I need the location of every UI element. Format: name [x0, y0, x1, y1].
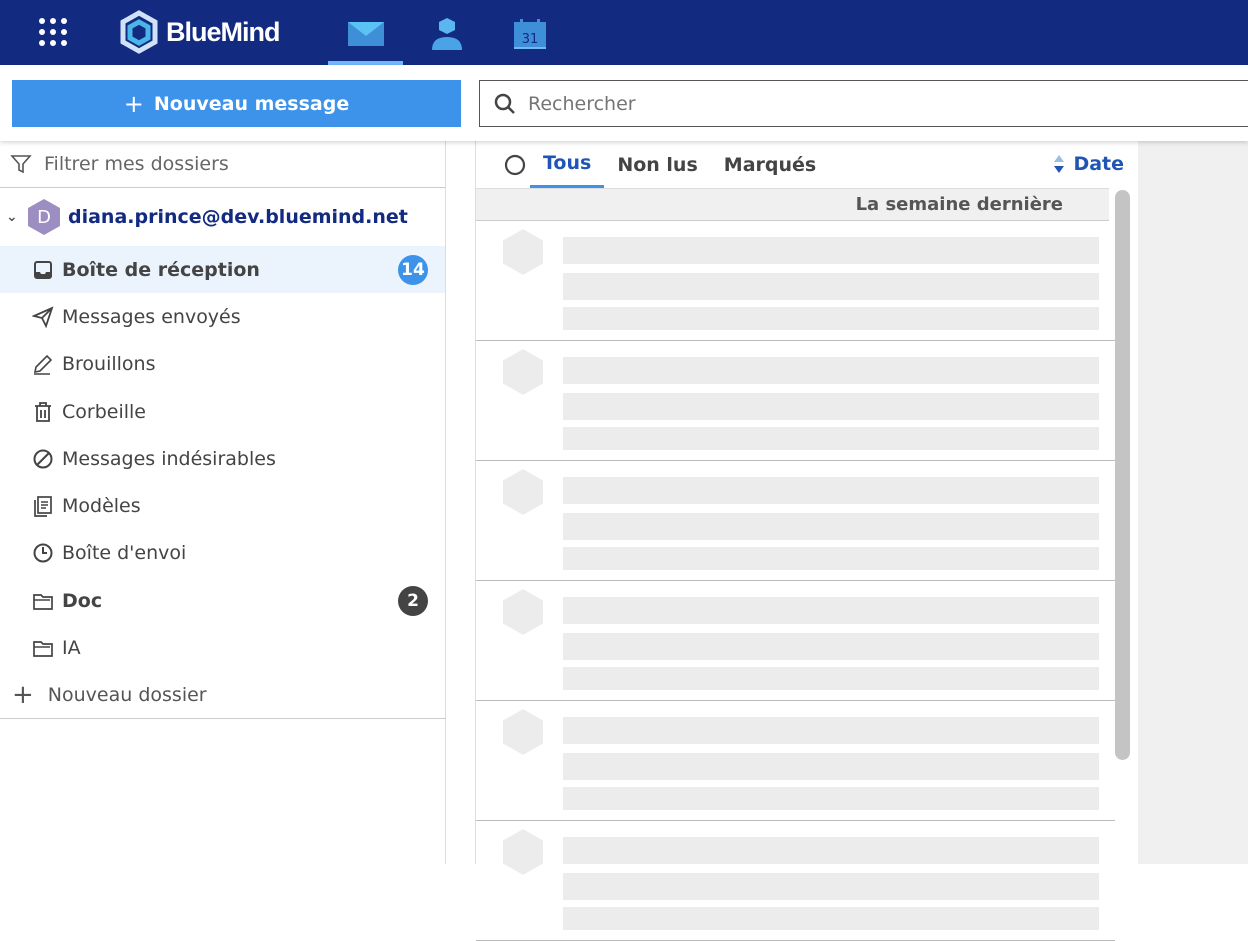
line-placeholder	[563, 873, 1099, 900]
folder-item[interactable]: Messages indésirables	[0, 435, 445, 482]
folder-label: Messages indésirables	[62, 447, 276, 470]
line-placeholder	[563, 357, 1099, 384]
line-placeholder	[563, 753, 1099, 780]
line-placeholder	[563, 717, 1099, 744]
contacts-icon[interactable]	[431, 18, 463, 50]
toolbar: + Nouveau message	[0, 65, 1248, 141]
chevron-down-icon[interactable]: ⌄	[6, 209, 18, 225]
line-placeholder	[563, 513, 1099, 540]
message-placeholder	[476, 461, 1115, 581]
folder-label: Boîte d'envoi	[62, 542, 187, 565]
line-placeholder	[563, 307, 1099, 330]
plus-icon: +	[12, 679, 34, 710]
send-icon	[32, 306, 54, 328]
inbox-icon	[34, 260, 52, 279]
sort-button[interactable]: Date	[1053, 153, 1124, 175]
line-placeholder	[563, 237, 1099, 264]
sort-icon	[1054, 155, 1065, 173]
line-placeholder	[563, 633, 1099, 660]
folder-icon	[33, 641, 53, 657]
message-placeholder	[476, 821, 1115, 941]
reading-pane	[1138, 141, 1248, 864]
avatar-placeholder	[503, 229, 543, 275]
line-placeholder	[563, 477, 1099, 504]
message-placeholder	[476, 581, 1115, 701]
folder-label: Modèles	[62, 495, 141, 518]
folder-item[interactable]: Boîte de réception 14	[0, 246, 445, 294]
new-message-button[interactable]: + Nouveau message	[12, 80, 461, 127]
clock-icon	[33, 543, 53, 563]
line-placeholder	[563, 273, 1099, 300]
message-placeholder	[476, 341, 1115, 461]
account-row[interactable]: ⌄ D diana.prince@dev.bluemind.net	[0, 188, 445, 246]
select-all-checkbox[interactable]	[504, 154, 526, 176]
message-list: Tous Non lus Marqués Date La semaine der…	[475, 141, 1138, 941]
date-group-header: La semaine dernière	[476, 188, 1109, 221]
line-placeholder	[563, 837, 1099, 864]
plus-icon: +	[123, 89, 144, 118]
trash-icon	[35, 401, 51, 422]
calendar-icon[interactable]: 31	[514, 19, 546, 49]
list-filter-tabs: Tous Non lus Marqués Date	[476, 141, 1138, 188]
search-box[interactable]	[479, 80, 1248, 127]
line-placeholder	[563, 907, 1099, 930]
line-placeholder	[563, 597, 1099, 624]
avatar-placeholder	[503, 589, 543, 635]
scrollbar[interactable]	[1115, 190, 1130, 760]
line-placeholder	[563, 787, 1099, 810]
avatar-placeholder	[503, 349, 543, 395]
avatar-placeholder	[503, 709, 543, 755]
avatar-placeholder	[503, 829, 543, 875]
unread-badge: 2	[398, 586, 428, 617]
active-tab-indicator	[328, 61, 403, 65]
folder-label: IA	[62, 637, 81, 660]
folder-label: Boîte de réception	[62, 258, 260, 281]
folder-icon	[33, 593, 53, 610]
folder-item[interactable]: Brouillons	[0, 341, 445, 388]
folder-label: Messages envoyés	[62, 305, 241, 328]
search-input[interactable]	[528, 92, 1128, 115]
line-placeholder	[563, 547, 1099, 570]
svg-text:31: 31	[522, 32, 539, 47]
filter-icon	[10, 155, 32, 174]
app-mail-tab[interactable]	[328, 0, 403, 65]
tab-unread[interactable]: Non lus	[617, 153, 698, 176]
folder-item[interactable]: Messages envoyés	[0, 293, 445, 340]
folder-label: Corbeille	[62, 400, 146, 423]
folder-filter[interactable]: Filtrer mes dossiers	[0, 141, 445, 188]
template-icon	[34, 496, 52, 517]
folder-item[interactable]: Boîte d'envoi	[0, 530, 445, 577]
folder-item[interactable]: Modèles	[0, 482, 445, 529]
line-placeholder	[563, 393, 1099, 420]
avatar: D	[28, 199, 60, 235]
pencil-icon	[33, 355, 53, 376]
bluemind-logo-icon	[120, 10, 158, 54]
tab-flagged[interactable]: Marqués	[723, 153, 817, 176]
folder-sidebar: Filtrer mes dossiers ⌄ D diana.prince@de…	[0, 141, 446, 864]
app-grid-icon[interactable]	[39, 18, 67, 46]
mail-icon	[348, 22, 384, 46]
folder-item[interactable]: Doc 2	[0, 577, 445, 624]
top-bar: BlueMind 31	[0, 0, 1248, 65]
folder-label: Brouillons	[62, 353, 156, 376]
search-icon	[494, 93, 515, 114]
unread-badge: 14	[398, 255, 428, 285]
line-placeholder	[563, 667, 1099, 690]
folder-item[interactable]: Corbeille	[0, 388, 445, 435]
block-icon	[33, 449, 53, 469]
message-placeholder	[476, 221, 1115, 341]
new-folder-button[interactable]: + Nouveau dossier	[0, 672, 446, 719]
tab-all[interactable]: Tous	[530, 141, 605, 188]
logo: BlueMind	[118, 10, 280, 54]
line-placeholder	[563, 427, 1099, 450]
message-placeholder	[476, 701, 1115, 821]
avatar-placeholder	[503, 469, 543, 515]
folder-label: Doc	[62, 589, 103, 612]
folder-item[interactable]: IA	[0, 624, 445, 671]
